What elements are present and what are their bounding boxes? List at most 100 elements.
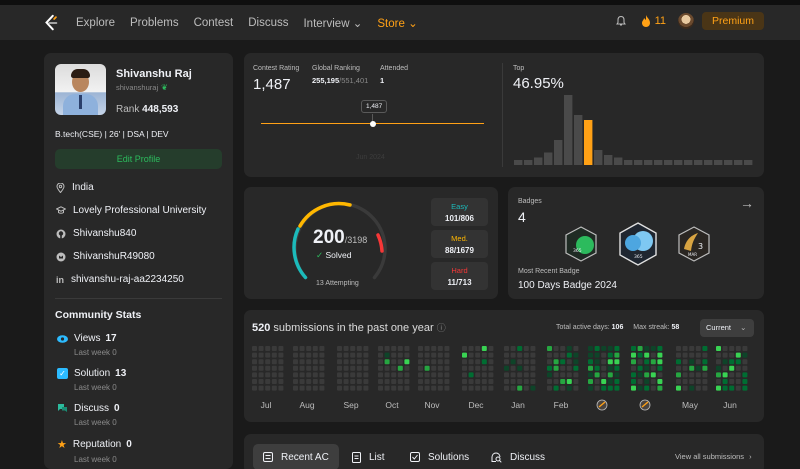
heatmap-cell[interactable] bbox=[702, 365, 708, 371]
rating-point[interactable] bbox=[370, 120, 376, 127]
edit-profile-button[interactable]: Edit Profile bbox=[55, 149, 222, 169]
heatmap-cell[interactable] bbox=[607, 365, 613, 371]
heatmap-cell[interactable] bbox=[560, 346, 566, 351]
heatmap-cell[interactable] bbox=[404, 379, 410, 384]
tab-discuss[interactable]: Discuss bbox=[481, 444, 555, 469]
heatmap-cell[interactable] bbox=[437, 359, 443, 365]
heatmap-cell[interactable] bbox=[404, 352, 410, 358]
heatmap-cell[interactable] bbox=[637, 379, 643, 384]
heatmap-cell[interactable] bbox=[729, 352, 735, 358]
heatmap-cell[interactable] bbox=[601, 365, 607, 371]
heatmap-cell[interactable] bbox=[424, 379, 430, 384]
heatmap-cell[interactable] bbox=[397, 372, 403, 378]
medium-stat[interactable]: Med. 88/1679 bbox=[431, 230, 488, 258]
heatmap-cell[interactable] bbox=[650, 379, 656, 384]
heatmap-cell[interactable] bbox=[566, 346, 572, 351]
heatmap-cell[interactable] bbox=[481, 352, 487, 358]
heatmap-cell[interactable] bbox=[252, 352, 257, 358]
heatmap-cell[interactable] bbox=[523, 365, 529, 371]
distribution-bar[interactable] bbox=[684, 160, 693, 165]
year-select[interactable]: Current ⌄ bbox=[700, 319, 754, 337]
heatmap-cell[interactable] bbox=[601, 372, 607, 378]
heatmap-cell[interactable] bbox=[252, 346, 257, 351]
distribution-bar[interactable] bbox=[714, 160, 723, 165]
heatmap-cell[interactable] bbox=[437, 352, 443, 358]
heatmap-cell[interactable] bbox=[258, 385, 264, 391]
heatmap-cell[interactable] bbox=[702, 385, 708, 391]
heatmap-cell[interactable] bbox=[306, 385, 312, 391]
heatmap-cell[interactable] bbox=[607, 385, 613, 391]
heatmap-cell[interactable] bbox=[356, 359, 362, 365]
hard-stat[interactable]: Hard 11/713 bbox=[431, 262, 488, 290]
heatmap-cell[interactable] bbox=[431, 379, 437, 384]
heatmap-cell[interactable] bbox=[424, 359, 430, 365]
heatmap-cell[interactable] bbox=[517, 372, 523, 378]
distribution-bar[interactable] bbox=[594, 150, 603, 165]
heatmap-cell[interactable] bbox=[523, 372, 529, 378]
heatmap-cell[interactable] bbox=[306, 372, 312, 378]
heatmap-cell[interactable] bbox=[689, 365, 695, 371]
badge-365-green-icon[interactable]: 365 bbox=[563, 225, 599, 263]
heatmap-cell[interactable] bbox=[504, 346, 509, 351]
heatmap-cell[interactable] bbox=[676, 359, 681, 365]
heatmap-cell[interactable] bbox=[488, 346, 494, 351]
heatmap-cell[interactable] bbox=[510, 365, 516, 371]
heatmap-cell[interactable] bbox=[488, 352, 494, 358]
heatmap-cell[interactable] bbox=[637, 365, 643, 371]
heatmap-cell[interactable] bbox=[607, 379, 613, 384]
heatmap-cell[interactable] bbox=[319, 346, 325, 351]
heatmap-cell[interactable] bbox=[650, 385, 656, 391]
nav-interview[interactable]: Interview ⌄ bbox=[303, 16, 362, 30]
heatmap-cell[interactable] bbox=[566, 372, 572, 378]
heatmap-cell[interactable] bbox=[657, 359, 663, 365]
heatmap-cell[interactable] bbox=[468, 372, 474, 378]
heatmap-cell[interactable] bbox=[278, 346, 284, 351]
heatmap-cell[interactable] bbox=[424, 352, 430, 358]
github-row[interactable]: Shivanshu840 bbox=[56, 228, 136, 239]
heatmap-cell[interactable] bbox=[637, 346, 643, 351]
heatmap-cell[interactable] bbox=[468, 346, 474, 351]
heatmap-cell[interactable] bbox=[547, 352, 552, 358]
heatmap-cell[interactable] bbox=[504, 359, 509, 365]
heatmap-cell[interactable] bbox=[523, 359, 529, 365]
heatmap-cell[interactable] bbox=[468, 359, 474, 365]
heatmap-cell[interactable] bbox=[689, 352, 695, 358]
heatmap-cell[interactable] bbox=[523, 379, 529, 384]
heatmap-cell[interactable] bbox=[560, 365, 566, 371]
heatmap-cell[interactable] bbox=[547, 346, 552, 351]
heatmap-cell[interactable] bbox=[278, 379, 284, 384]
heatmap-cell[interactable] bbox=[504, 379, 509, 384]
heatmap-cell[interactable] bbox=[607, 372, 613, 378]
distribution-bar[interactable] bbox=[734, 160, 743, 165]
heatmap-cell[interactable] bbox=[337, 385, 342, 391]
heatmap-cell[interactable] bbox=[462, 379, 467, 384]
heatmap-cell[interactable] bbox=[391, 359, 397, 365]
heatmap-cell[interactable] bbox=[553, 352, 559, 358]
heatmap-cell[interactable] bbox=[384, 379, 390, 384]
nav-discuss[interactable]: Discuss bbox=[248, 16, 289, 29]
heatmap-cell[interactable] bbox=[391, 365, 397, 371]
heatmap-cell[interactable] bbox=[391, 372, 397, 378]
heatmap-cell[interactable] bbox=[644, 346, 650, 351]
heatmap-cell[interactable] bbox=[657, 379, 663, 384]
heatmap-cell[interactable] bbox=[510, 359, 516, 365]
heatmap-cell[interactable] bbox=[547, 359, 552, 365]
nav-store[interactable]: Store ⌄ bbox=[377, 16, 417, 30]
heatmap-cell[interactable] bbox=[573, 372, 579, 378]
heatmap-cell[interactable] bbox=[530, 346, 536, 351]
distribution-bar[interactable] bbox=[694, 160, 703, 165]
heatmap-cell[interactable] bbox=[397, 379, 403, 384]
heatmap-cell[interactable] bbox=[306, 352, 312, 358]
tab-solutions[interactable]: Solutions bbox=[400, 444, 479, 469]
heatmap-cell[interactable] bbox=[504, 372, 509, 378]
heatmap-cell[interactable] bbox=[265, 359, 271, 365]
distribution-bar[interactable] bbox=[654, 160, 663, 165]
heatmap-cell[interactable] bbox=[594, 372, 600, 378]
heatmap-cell[interactable] bbox=[729, 385, 735, 391]
heatmap-cell[interactable] bbox=[504, 385, 509, 391]
heatmap-cell[interactable] bbox=[418, 352, 423, 358]
heatmap-cell[interactable] bbox=[431, 352, 437, 358]
heatmap-cell[interactable] bbox=[716, 352, 721, 358]
heatmap-cell[interactable] bbox=[431, 365, 437, 371]
heatmap-cell[interactable] bbox=[278, 352, 284, 358]
